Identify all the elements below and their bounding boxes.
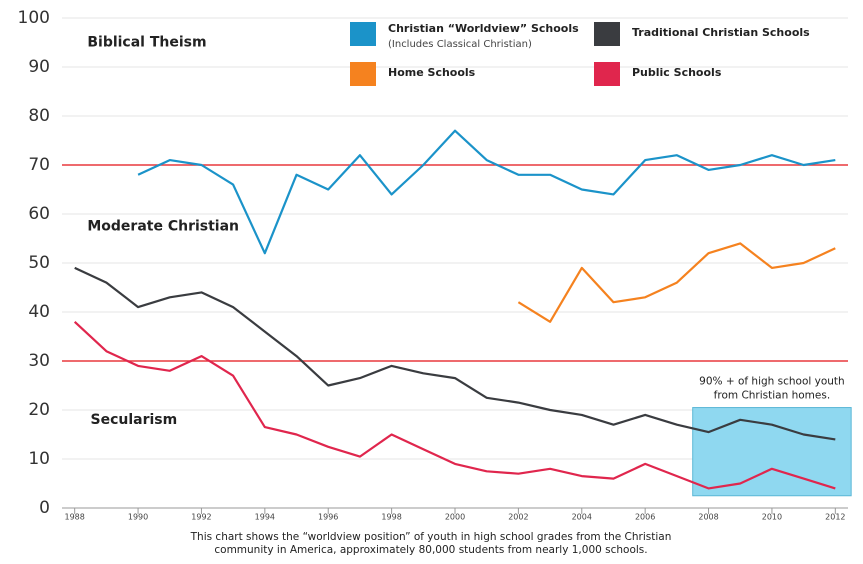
y-tick-label: 90 — [28, 57, 50, 77]
y-tick-label: 0 — [39, 498, 50, 518]
legend-label: Home Schools — [388, 66, 476, 79]
zone-label: Biblical Theism — [87, 35, 206, 51]
x-tick-label: 2000 — [445, 513, 465, 522]
y-tick-label: 10 — [28, 449, 50, 469]
legend-note: (Includes Classical Christian) — [388, 39, 532, 50]
zone-label: Secularism — [91, 412, 178, 428]
legend-label: Public Schools — [632, 66, 722, 79]
y-tick-label: 20 — [28, 400, 50, 420]
legend-swatch — [350, 62, 376, 86]
series-line — [74, 266, 836, 441]
caption: This chart shows the “worldview position… — [190, 531, 672, 543]
legend-label: Christian “Worldview” Schools — [388, 22, 579, 35]
legend-swatch — [350, 22, 376, 46]
legend-swatch — [594, 22, 620, 46]
y-tick-label: 80 — [28, 106, 50, 126]
series-line — [73, 320, 836, 490]
x-tick-label: 1990 — [128, 513, 148, 522]
y-tick-label: 100 — [18, 8, 50, 28]
x-tick-label: 1996 — [318, 513, 338, 522]
x-tick-label: 1998 — [381, 513, 401, 522]
highlight-label: 90% + of high school youth — [699, 376, 845, 388]
x-tick-label: 2004 — [572, 513, 592, 522]
legend-swatch — [594, 62, 620, 86]
y-tick-label: 40 — [28, 302, 50, 322]
series-line — [137, 129, 836, 255]
x-tick-label: 2010 — [762, 513, 782, 522]
x-tick-label: 2006 — [635, 513, 655, 522]
zone-label: Moderate Christian — [87, 218, 239, 234]
y-tick-label: 60 — [28, 204, 50, 224]
x-tick-label: 2008 — [698, 513, 718, 522]
y-tick-label: 70 — [28, 155, 50, 175]
x-tick-label: 1992 — [191, 513, 211, 522]
caption: community in America, approximately 80,0… — [214, 544, 647, 556]
x-tick-label: 2002 — [508, 513, 528, 522]
highlight-box — [692, 407, 852, 497]
y-tick-label: 30 — [28, 351, 50, 371]
series-line — [517, 242, 836, 323]
legend-label: Traditional Christian Schools — [632, 26, 810, 39]
y-tick-label: 50 — [28, 253, 50, 273]
x-tick-label: 1988 — [64, 513, 84, 522]
x-tick-label: 1994 — [255, 513, 275, 522]
x-tick-label: 2012 — [825, 513, 845, 522]
highlight-label: from Christian homes. — [714, 390, 831, 402]
